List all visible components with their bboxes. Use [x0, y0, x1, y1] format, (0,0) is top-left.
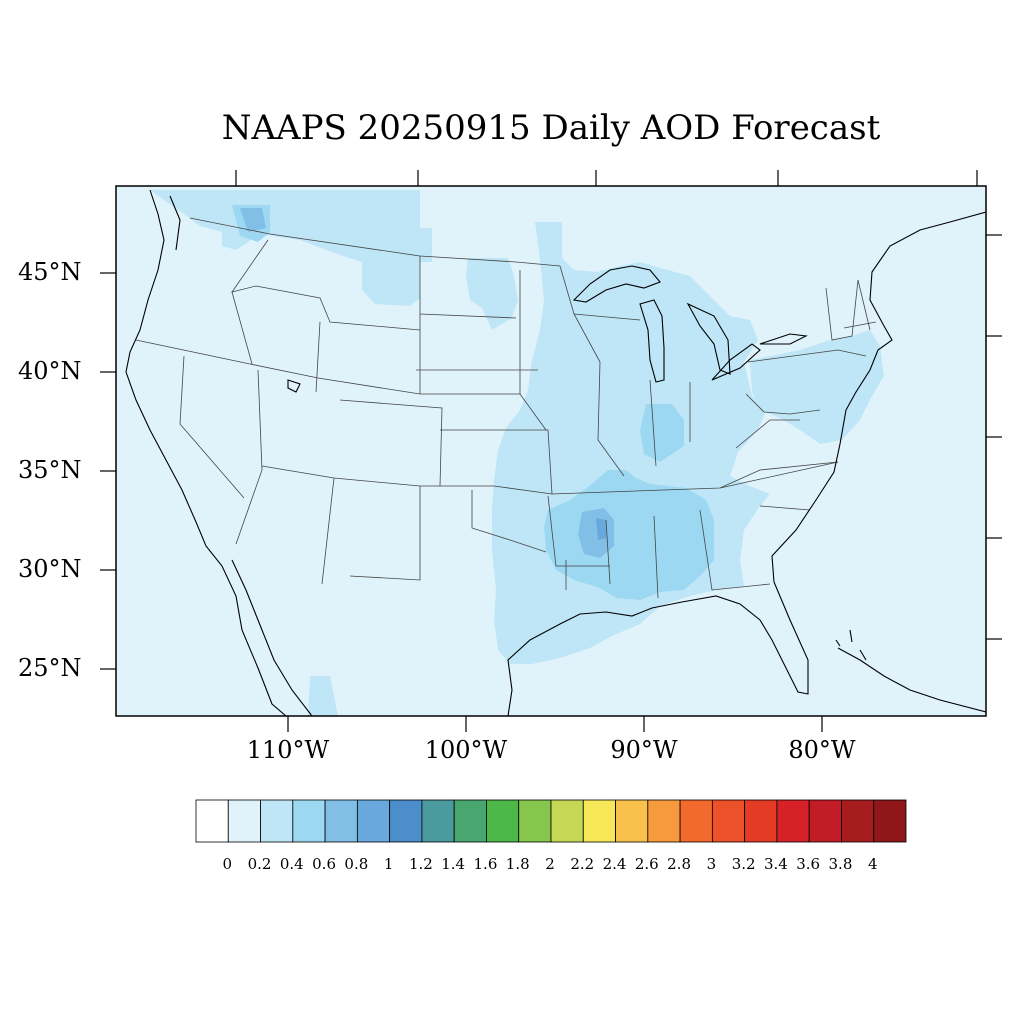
colorbar-label: 4: [867, 855, 878, 873]
longitude-label: 90°W: [610, 736, 678, 764]
latitude-label: 30°N: [18, 555, 82, 583]
colorbar-swatch: [873, 799, 907, 843]
colorbar-swatch: [195, 799, 229, 843]
colorbar-label: 3.2: [731, 855, 756, 873]
colorbar-swatch: [486, 799, 520, 843]
colorbar-label: 3.8: [828, 855, 853, 873]
colorbar-label: 2: [545, 855, 555, 873]
colorbar-swatch: [808, 799, 842, 843]
latitude-label: 25°N: [18, 654, 82, 682]
map-frame: [115, 185, 987, 717]
state-boundaries: [135, 217, 877, 599]
longitude-label: 110°W: [246, 736, 330, 764]
colorbar-swatch: [841, 799, 875, 843]
gulf-coast: [507, 211, 986, 716]
aod-region-idaho: [240, 208, 266, 232]
colorbar-swatch: [711, 799, 746, 843]
lake-huron: [686, 302, 731, 375]
colorbar-label: 0: [222, 855, 233, 873]
baja-gulf: [231, 559, 313, 716]
colorbar: [195, 799, 907, 843]
latitude-label: 35°N: [18, 456, 82, 484]
colorbar-label: 2.8: [667, 855, 691, 873]
colorbar-swatch: [550, 799, 584, 843]
lake-ontario: [759, 333, 808, 345]
colorbar-label: 3.4: [763, 855, 788, 873]
aod-shading: [150, 190, 884, 716]
colorbar-swatch: [260, 799, 294, 843]
puget-sound: [169, 195, 181, 251]
colorbar-swatch: [615, 799, 649, 843]
colorbar-label: 1: [383, 855, 394, 873]
colorbar-swatch: [647, 799, 681, 843]
colorbar-swatch: [292, 799, 326, 843]
longitude-label: 80°W: [788, 736, 856, 764]
latitude-label: 40°N: [18, 357, 82, 385]
aod-region-ark-la: [578, 508, 614, 558]
colorbar-label: 0.8: [344, 855, 369, 873]
caribbean-islands: [837, 647, 986, 713]
aod-region-mexico: [308, 676, 338, 716]
colorbar-label: 0.4: [279, 855, 304, 873]
colorbar-label: 2.2: [570, 855, 595, 873]
colorbar-swatch: [356, 799, 391, 843]
aod-region-northeast: [750, 330, 884, 444]
aod-region-dakota-patch: [466, 258, 518, 330]
lake-erie: [711, 343, 761, 381]
colorbar-swatch: [744, 799, 778, 843]
great-salt-lake: [287, 379, 301, 393]
latitude-label: 45°N: [18, 258, 82, 286]
colorbar-swatch: [679, 799, 713, 843]
aod-region-lower-mississippi: [544, 470, 714, 600]
colorbar-swatch: [421, 799, 455, 843]
colorbar-label: 1.4: [441, 855, 466, 873]
colorbar-swatch: [776, 799, 810, 843]
lake-superior: [572, 265, 661, 303]
longitude-label: 100°W: [424, 736, 508, 764]
colorbar-swatch: [582, 799, 616, 843]
lake-michigan: [639, 299, 665, 383]
colorbar-label: 1.8: [505, 855, 530, 873]
colorbar-label: 0.6: [312, 855, 336, 873]
colorbar-swatch: [518, 799, 552, 843]
colorbar-label: 1.2: [408, 855, 433, 873]
page-title: NAAPS 20250915 Daily AOD Forecast: [221, 108, 881, 148]
aod-region-indiana-strip: [640, 404, 684, 462]
aod-region-ark-core: [596, 518, 606, 540]
west-coast: [125, 189, 287, 716]
bahamas: [835, 629, 867, 661]
colorbar-label: 1.6: [473, 855, 498, 873]
coastlines: [125, 189, 986, 716]
colorbar-label: 3.6: [796, 855, 821, 873]
colorbar-label: 2.4: [602, 855, 627, 873]
colorbar-swatch: [324, 799, 358, 843]
colorbar-label: 3: [706, 855, 717, 873]
colorbar-label: 2.6: [634, 855, 659, 873]
colorbar-swatch: [453, 799, 487, 843]
colorbar-swatch: [227, 799, 261, 843]
colorbar-swatch: [389, 799, 423, 843]
aod-region-northern-rockies: [150, 190, 432, 306]
colorbar-label: 0.2: [247, 855, 272, 873]
map-ticks: [100, 170, 1002, 732]
